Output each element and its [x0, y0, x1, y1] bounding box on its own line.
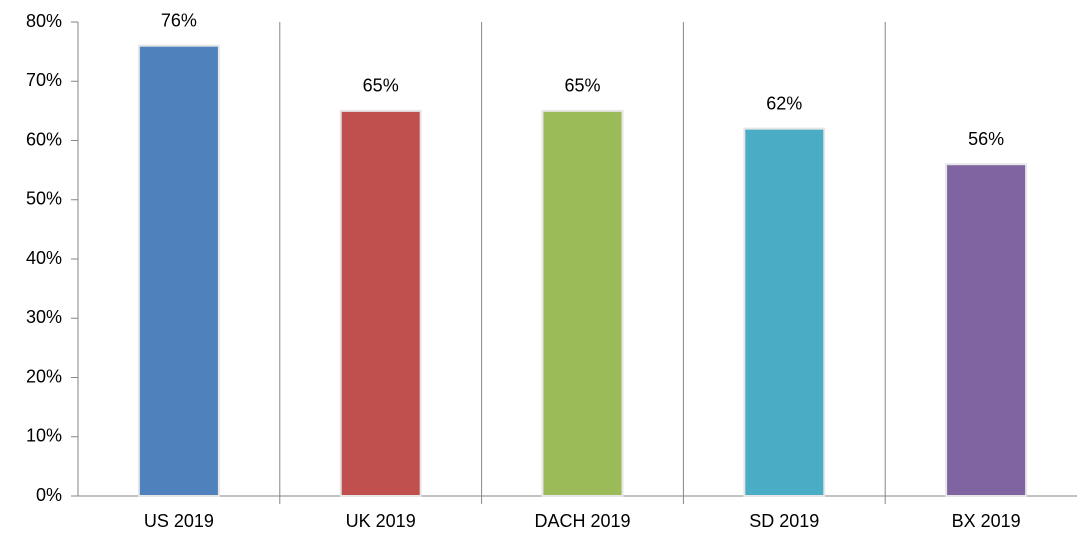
bar — [945, 163, 1028, 497]
y-tick-label: 80% — [26, 11, 62, 31]
bar — [743, 127, 826, 497]
y-tick-label: 40% — [26, 248, 62, 268]
x-tick-label: SD 2019 — [749, 511, 819, 531]
data-label: 65% — [564, 76, 600, 96]
data-label: 56% — [968, 129, 1004, 149]
y-tick-label: 0% — [36, 485, 62, 505]
bar — [339, 109, 422, 497]
y-tick-label: 20% — [26, 366, 62, 386]
bar — [541, 109, 624, 497]
y-tick-label: 70% — [26, 70, 62, 90]
x-tick-label: BX 2019 — [952, 511, 1021, 531]
bar — [137, 44, 220, 497]
y-tick-label: 60% — [26, 129, 62, 149]
y-tick-label: 10% — [26, 426, 62, 446]
y-tick-label: 50% — [26, 189, 62, 209]
data-label: 62% — [766, 93, 802, 113]
x-tick-label: UK 2019 — [346, 511, 416, 531]
x-tick-label: DACH 2019 — [534, 511, 630, 531]
data-label: 76% — [161, 10, 197, 30]
y-tick-label: 30% — [26, 307, 62, 327]
data-label: 65% — [363, 76, 399, 96]
x-tick-label: US 2019 — [144, 511, 214, 531]
